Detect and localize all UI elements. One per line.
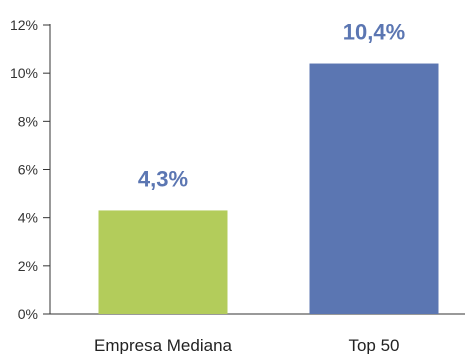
category-label: Empresa Mediana [94, 336, 233, 354]
y-tick-label: 0% [18, 306, 38, 322]
y-tick-label: 6% [18, 162, 38, 178]
y-axis: 0% 2% 4% 6% 8% 10% 12% [10, 17, 51, 322]
data-label: 4,3% [138, 166, 188, 191]
bar [98, 210, 228, 314]
bar [309, 63, 439, 315]
y-tick-label: 12% [10, 17, 38, 33]
category-labels: Empresa Mediana Top 50 [94, 336, 400, 354]
y-tick-label: 8% [18, 113, 38, 129]
data-labels: 4,3% 10,4% [138, 20, 405, 192]
bars [98, 63, 439, 315]
y-tick-label: 10% [10, 65, 38, 81]
y-tick-label: 4% [18, 210, 38, 226]
category-label: Top 50 [348, 336, 399, 354]
data-label: 10,4% [343, 20, 405, 45]
y-tick-label: 2% [18, 258, 38, 274]
